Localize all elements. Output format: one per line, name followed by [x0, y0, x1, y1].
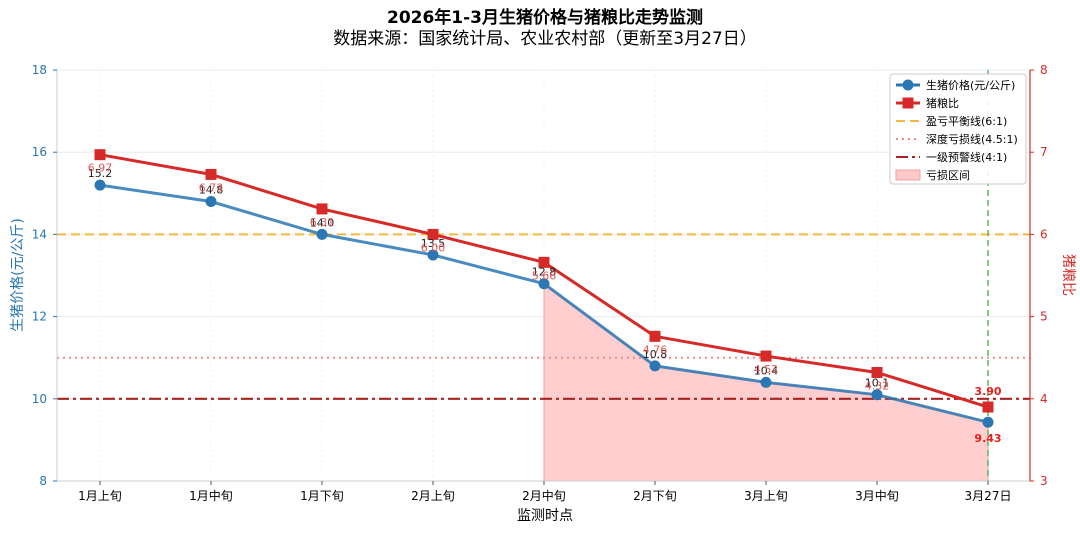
x-tick-label: 1月中旬 [189, 488, 233, 503]
x-tick-label: 1月下旬 [300, 489, 344, 503]
ratio-data-label: 3.90 [974, 385, 1001, 398]
legend-label: 猪粮比 [926, 96, 959, 110]
y-right-tick-label: 3 [1040, 474, 1048, 488]
y-axis-right-label: 猪粮比 [1060, 254, 1076, 296]
legend-label: 亏损区间 [926, 168, 970, 182]
price-data-label: 15.2 [88, 167, 113, 180]
legend-marker [902, 97, 914, 109]
data-point [205, 196, 217, 208]
data-point [871, 389, 883, 401]
data-labels: 15.2 14.8 14.0 13.5 12.8 10.8 10.4 10.1 9.43 6.97… [88, 162, 1002, 446]
axes: 8 10 12 14 16 18 3 4 5 6 7 8 1月上旬 1月中旬 1月下旬 2月上旬 2月中旬 2月下… [32, 63, 1048, 503]
price-data-label: 12.8 [532, 266, 557, 279]
ratio-data-label: 4.32 [865, 379, 890, 392]
x-tick-label: 2月上旬 [411, 489, 455, 503]
data-point [760, 376, 772, 388]
data-point [538, 278, 550, 290]
legend-marker [902, 79, 914, 91]
data-point [427, 249, 439, 261]
data-point [94, 149, 106, 161]
y-right-tick-label: 7 [1040, 145, 1048, 159]
x-tick-label: 3月中旬 [855, 488, 899, 503]
y-axis-left-label: 生猪价格(元/公斤) [10, 218, 26, 332]
y-left-tick-label: 16 [32, 145, 47, 159]
y-left-tick-label: 10 [32, 392, 47, 406]
y-right-tick-label: 4 [1040, 392, 1048, 406]
ratio-data-label: 6.31 [310, 216, 335, 229]
data-point [538, 256, 550, 268]
price-data-label: 10.4 [754, 364, 779, 377]
price-data-label: 9.43 [974, 432, 1001, 445]
price-data-label: 14.8 [199, 184, 224, 197]
x-tick-label: 2月下旬 [633, 489, 677, 503]
ratio-data-label: 4.76 [643, 343, 668, 356]
data-point [205, 168, 217, 180]
x-tick-label: 2月中旬 [522, 488, 566, 503]
y-left-tick-label: 12 [32, 310, 47, 324]
legend-label: 盈亏平衡线(6:1) [926, 114, 1007, 128]
ratio-data-label: 5.66 [532, 269, 557, 282]
legend-label: 一级预警线(4:1) [926, 150, 1007, 164]
x-axis-label: 监测时点 [517, 508, 573, 524]
y-left-tick-label: 18 [32, 63, 47, 77]
price-data-label: 10.8 [643, 348, 668, 361]
x-tick-label: 3月上旬 [744, 489, 788, 503]
y-right-tick-label: 8 [1040, 63, 1048, 77]
y-left-tick-label: 14 [32, 227, 47, 241]
y-right-tick-label: 5 [1040, 310, 1048, 324]
legend-label: 深度亏损线(4.5:1) [926, 132, 1018, 146]
data-point [982, 416, 994, 428]
chart-title: 2026年1-3月生猪价格与猪粮比走势监测 [387, 7, 703, 28]
data-point [871, 366, 883, 378]
legend-label: 生猪价格(元/公斤) [926, 78, 1015, 92]
price-data-label: 10.1 [865, 377, 890, 390]
legend-swatch [895, 169, 921, 181]
data-point [649, 330, 661, 342]
x-tick-label: 1月上旬 [78, 489, 122, 503]
ratio-data-label: 6.00 [421, 241, 446, 254]
x-tick-label: 3月27日 [965, 489, 1012, 503]
y-right-tick-label: 6 [1040, 227, 1048, 241]
price-data-label: 14.0 [310, 216, 335, 229]
data-point [316, 203, 328, 215]
y-left-tick-label: 8 [39, 474, 47, 488]
data-point [760, 350, 772, 362]
legend-box [889, 73, 1027, 185]
ratio-data-label: 6.97 [88, 162, 113, 175]
ratio-data-label: 4.52 [754, 363, 779, 376]
data-point [427, 228, 439, 240]
ratio-data-label: 6.73 [199, 181, 224, 194]
series [94, 149, 994, 428]
chart-subtitle: 数据来源：国家统计局、农业农村部（更新至3月27日） [333, 29, 756, 49]
reference-lines [57, 233, 1030, 400]
data-point [982, 401, 994, 413]
data-point [94, 179, 106, 191]
data-point [316, 228, 328, 240]
price-data-label: 13.5 [421, 237, 446, 250]
data-point [649, 360, 661, 372]
